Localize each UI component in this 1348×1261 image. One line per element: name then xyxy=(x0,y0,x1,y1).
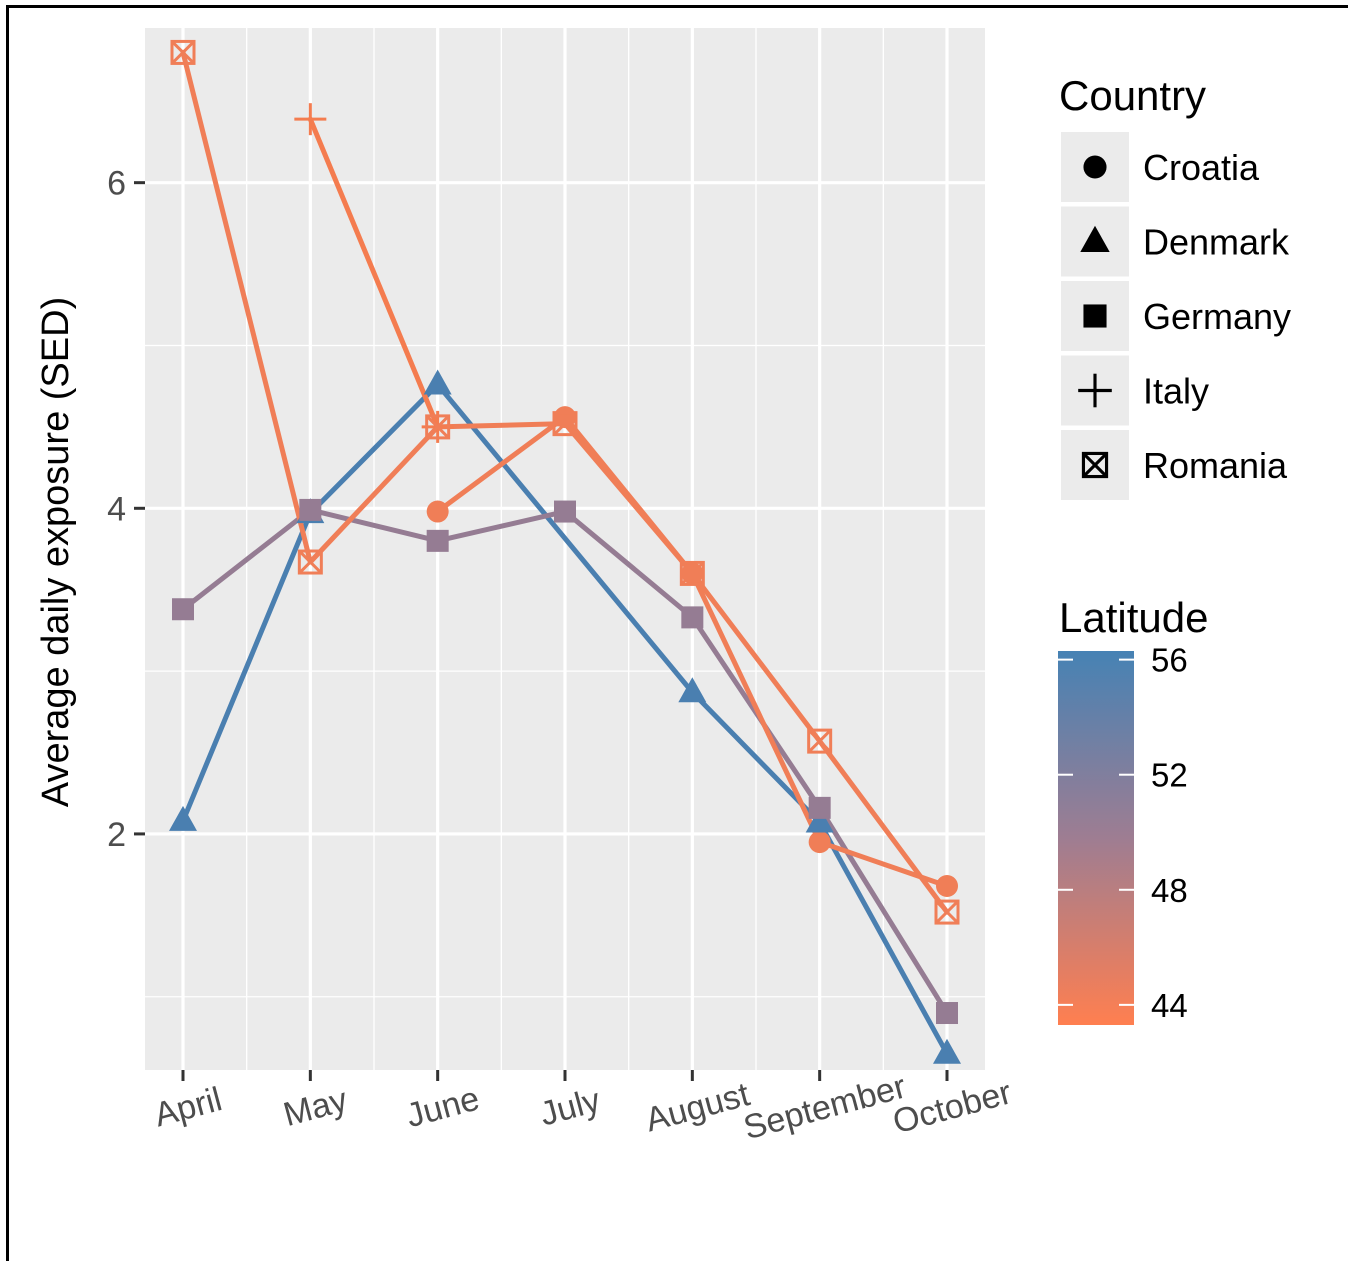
point-germany-july xyxy=(554,500,576,523)
y-tick-label: 4 xyxy=(107,490,126,528)
line-segment-denmark xyxy=(435,382,695,695)
line-segment-croatia xyxy=(817,839,950,889)
series-lines xyxy=(180,49,950,1057)
legend-key-croatia xyxy=(1083,155,1107,179)
point-romania-june xyxy=(425,414,451,440)
point-romania-september xyxy=(807,728,833,754)
legend-label-denmark: Denmark xyxy=(1143,222,1290,263)
line-segment-germany xyxy=(817,805,950,1016)
point-romania-august xyxy=(679,560,705,586)
legend-label-germany: Germany xyxy=(1143,296,1291,337)
point-romania-october xyxy=(934,899,960,925)
point-germany-august xyxy=(681,606,704,629)
series-points xyxy=(169,39,961,1064)
line-segment-romania xyxy=(435,421,568,430)
point-croatia-september xyxy=(808,831,831,854)
legend-key-denmark xyxy=(1080,225,1110,252)
point-italy-may xyxy=(294,103,327,136)
line-segment-germany xyxy=(435,509,568,544)
point-denmark-august xyxy=(678,677,707,703)
point-germany-september xyxy=(808,796,831,819)
point-romania-july xyxy=(552,411,578,437)
legend-key-romania xyxy=(1081,451,1109,479)
colorbar xyxy=(1058,651,1134,1025)
point-croatia-october xyxy=(936,875,958,898)
legend-color-title: Latitude xyxy=(1059,594,1208,641)
x-tick-label-july: July xyxy=(536,1081,604,1133)
y-tick-label: 2 xyxy=(107,816,126,854)
legend-key-germany xyxy=(1083,304,1107,328)
line-segment-germany xyxy=(562,509,695,620)
colorbar-label-56: 56 xyxy=(1151,642,1188,679)
legend-label-croatia: Croatia xyxy=(1143,147,1260,188)
legend-shape-title: Country xyxy=(1059,72,1206,119)
point-germany-june xyxy=(426,529,449,552)
x-tick-label-april: April xyxy=(150,1080,226,1134)
line-segment-romania xyxy=(180,49,313,565)
x-tick-label-september: September xyxy=(740,1067,910,1147)
point-denmark-april xyxy=(169,805,197,831)
line-segment-romania xyxy=(689,570,823,744)
point-romania-may xyxy=(297,549,323,575)
legend-label-italy: Italy xyxy=(1143,371,1209,412)
point-germany-may xyxy=(299,498,322,521)
gridlines xyxy=(145,28,985,1070)
colorbar-label-48: 48 xyxy=(1151,872,1188,909)
line-segment-romania xyxy=(562,421,695,576)
point-denmark-october xyxy=(933,1038,961,1064)
point-romania-april xyxy=(170,39,196,65)
line-segment-denmark xyxy=(817,820,950,1057)
point-croatia-june xyxy=(426,500,449,523)
legend-key-italy xyxy=(1078,373,1112,408)
x-tick-label-august: August xyxy=(641,1075,754,1139)
y-axis-title: Average daily exposure (SED) xyxy=(35,297,77,807)
x-tick-label-june: June xyxy=(402,1079,483,1135)
x-tick-label-may: May xyxy=(280,1081,352,1134)
line-segment-denmark xyxy=(180,510,313,824)
point-germany-april xyxy=(172,598,194,621)
legend: Country Croatia Denmark Germany Italy Romania… xyxy=(1058,72,1291,1025)
line-segment-croatia xyxy=(435,414,568,515)
line-segment-italy xyxy=(307,116,441,430)
line-segment-romania xyxy=(817,738,950,915)
colorbar-label-52: 52 xyxy=(1151,757,1188,794)
point-denmark-september xyxy=(805,807,834,833)
y-tick-label: 6 xyxy=(107,165,126,203)
x-tick-label-october: October xyxy=(889,1073,1016,1141)
line-segment-germany xyxy=(307,507,441,544)
point-denmark-june xyxy=(423,369,452,395)
point-germany-october xyxy=(936,1002,958,1025)
figure-frame xyxy=(6,5,1348,1261)
line-segment-romania xyxy=(307,424,441,565)
legend-label-romania: Romania xyxy=(1143,445,1288,486)
colorbar-label-44: 44 xyxy=(1151,987,1188,1024)
line-segment-croatia xyxy=(689,570,823,845)
line-segment-denmark xyxy=(307,382,441,516)
line-segment-germany xyxy=(180,507,313,612)
